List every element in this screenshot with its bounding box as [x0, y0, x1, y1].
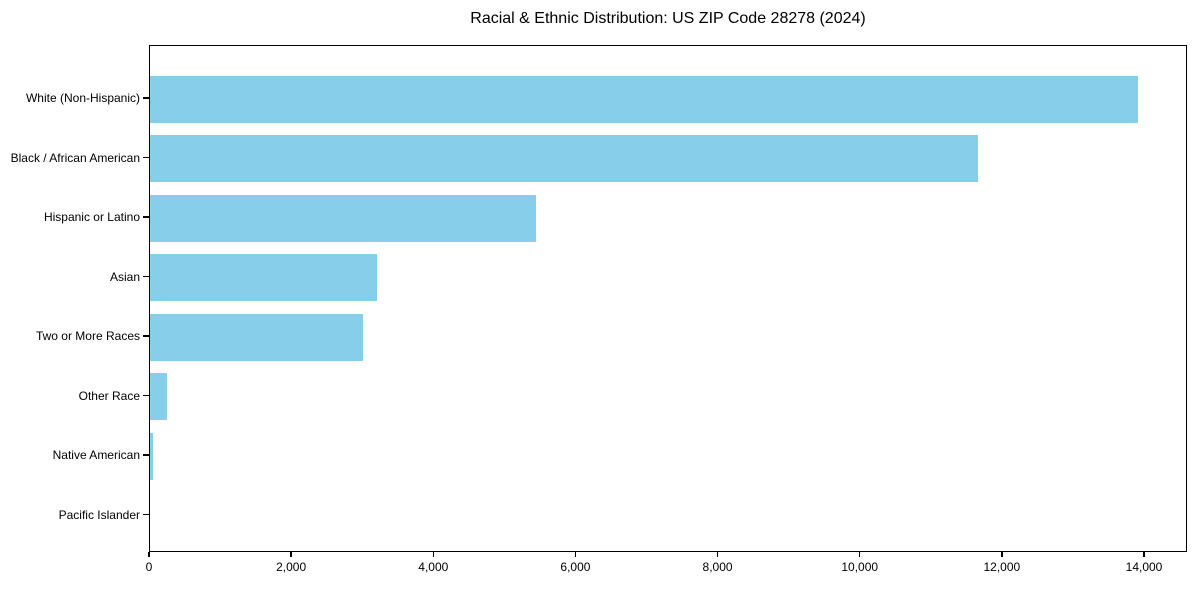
y-tick-label: Two or More Races: [35, 329, 140, 343]
x-tick-label: 6,000: [560, 560, 591, 574]
x-tick-label: 2,000: [276, 560, 307, 574]
x-tick-label: 4,000: [418, 560, 449, 574]
x-tick-mark: [1001, 552, 1003, 557]
x-tick-label: 10,000: [841, 560, 879, 574]
y-tick-mark: [143, 513, 149, 516]
x-tick-label: 12,000: [983, 560, 1021, 574]
y-tick-label: White (Non-Hispanic): [25, 91, 140, 105]
x-tick-label: 8,000: [702, 560, 733, 574]
y-tick-mark: [143, 394, 149, 397]
x-tick-mark: [432, 552, 435, 557]
y-tick-mark: [143, 275, 149, 278]
chart-title: Racial & Ethnic Distribution: US ZIP Cod…: [470, 10, 866, 27]
bar-hispanic-or-latino: [150, 194, 536, 242]
y-tick-mark: [143, 216, 149, 218]
x-tick-mark: [858, 552, 861, 557]
y-tick-label: Pacific Islander: [58, 507, 140, 522]
x-tick-label: 0: [145, 560, 153, 574]
y-tick-label: Other Race: [78, 388, 140, 403]
y-tick-label: Black / African American: [10, 150, 140, 165]
x-tick-mark: [1143, 552, 1145, 557]
y-tick-mark: [143, 97, 149, 99]
y-tick-label: Hispanic or Latino: [43, 210, 140, 224]
x-tick-mark: [716, 552, 719, 557]
y-tick-label: Native American: [52, 448, 140, 462]
x-tick-mark: [290, 552, 292, 557]
y-tick-mark: [143, 454, 149, 456]
bar-white-non-hispanic: [150, 75, 1138, 123]
x-tick-mark: [148, 552, 150, 557]
y-tick-label: Asian: [109, 269, 140, 284]
x-tick-mark: [574, 552, 577, 557]
plot-area: [149, 45, 1187, 552]
bar-native-american: [150, 432, 154, 480]
bar-black-african-american: [150, 135, 978, 182]
y-tick-mark: [143, 156, 149, 159]
x-tick-label: 14,000: [1125, 560, 1163, 574]
y-tick-mark: [143, 335, 149, 337]
bar-two-or-more-races: [150, 313, 364, 361]
bar-asian: [150, 254, 378, 301]
bar-other-race: [150, 373, 168, 420]
